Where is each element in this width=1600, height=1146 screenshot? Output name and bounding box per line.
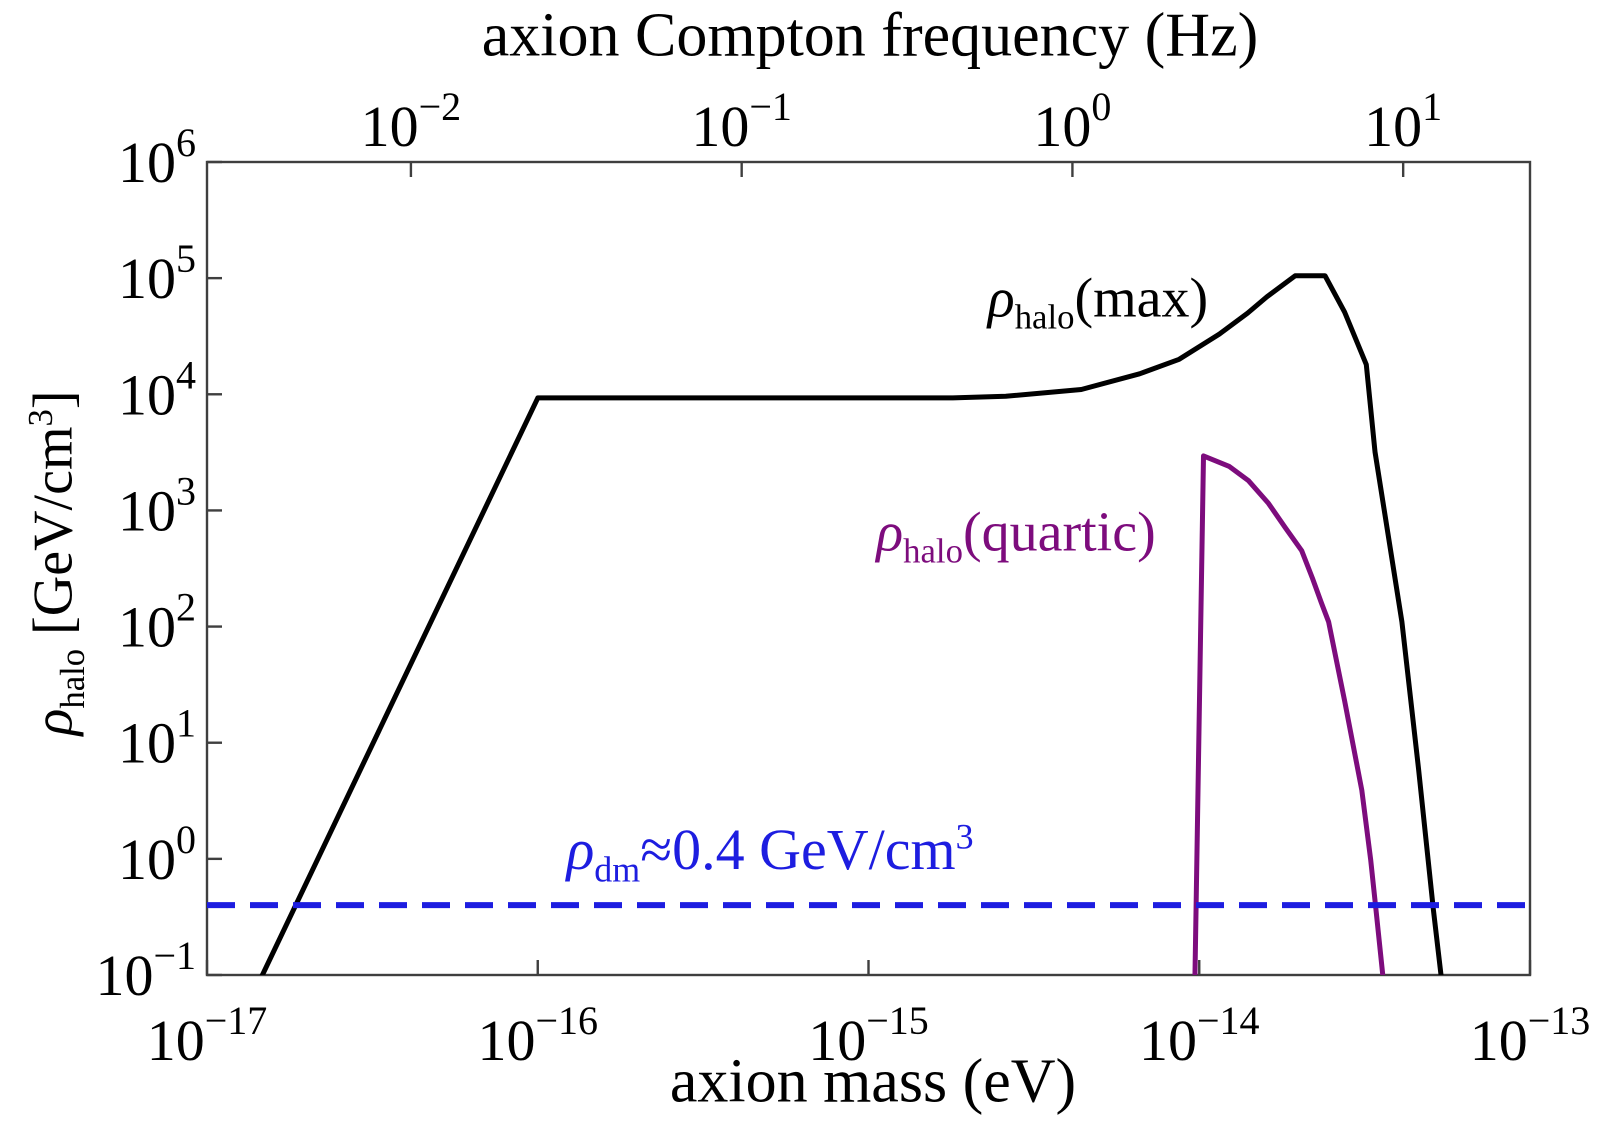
top-tick-label-exp: −1	[749, 84, 792, 129]
y-tick-label-exp: 2	[176, 585, 196, 630]
y-tick-label-base: 10	[118, 130, 176, 195]
y-axis-title-sup: 3	[21, 409, 61, 427]
curve-rho-halo-quartic	[1192, 453, 1386, 975]
top-tick-label-exp: 0	[1091, 84, 1111, 129]
x-tick-label: 10−15	[808, 998, 929, 1073]
label-rest: (quartic)	[962, 501, 1156, 564]
y-tick-label: 100	[118, 817, 196, 892]
y-tick-label: 105	[118, 236, 196, 311]
top-tick-label: 10−1	[691, 84, 792, 159]
y-tick-label: 104	[118, 352, 196, 427]
y-tick-label-exp: −1	[153, 933, 196, 978]
y-tick-label-base: 10	[118, 595, 176, 660]
x-tick-label: 10−14	[1139, 998, 1260, 1073]
x-tick-label: 10−17	[147, 998, 268, 1073]
y-tick-label-exp: 5	[176, 236, 196, 281]
y-tick-label-base: 10	[118, 362, 176, 427]
y-tick-label: 102	[118, 585, 196, 660]
y-axis-title: ρhalo [GeV/cm3]	[21, 390, 93, 735]
x-tick-label-base: 10	[147, 1008, 205, 1073]
y-tick-label-exp: 4	[176, 352, 196, 397]
x-tick-label: 10−13	[1470, 998, 1591, 1073]
label-value: ≈0.4 GeV/cm	[640, 816, 956, 882]
y-tick-label-base: 10	[118, 827, 176, 892]
y-axis-title-bracket: ]	[22, 390, 85, 410]
label-rest: (max)	[1074, 267, 1209, 330]
y-tick-label: 10−1	[95, 933, 196, 1008]
y-tick-label: 106	[118, 120, 196, 195]
x-tick-label-base: 10	[808, 1008, 866, 1073]
top-tick-label-exp: −2	[419, 84, 462, 129]
top-axis-title: axion Compton frequency (Hz)	[481, 1, 1259, 70]
y-tick-label-base: 10	[118, 478, 176, 543]
label-sup: 3	[955, 816, 974, 857]
x-tick-label-exp: −17	[205, 998, 268, 1043]
x-tick-label-base: 10	[1470, 1008, 1528, 1073]
top-tick-label-base: 10	[1364, 94, 1422, 159]
bottom-axis-title: axion mass (eV)	[669, 1047, 1077, 1116]
y-tick-label: 103	[118, 468, 196, 543]
x-tick-label-exp: −16	[535, 998, 598, 1043]
x-tick-label: 10−16	[477, 998, 598, 1073]
x-tick-label-base: 10	[1139, 1008, 1197, 1073]
label-subscript: halo	[1014, 297, 1075, 337]
x-tick-label-exp: −14	[1197, 998, 1260, 1043]
y-tick-label-exp: 3	[176, 468, 196, 513]
top-tick-label-base: 10	[1033, 94, 1091, 159]
top-tick-label: 101	[1364, 84, 1442, 159]
top-tick-label: 10−2	[361, 84, 462, 159]
dm-density-label: ρdm≈0.4 GeV/cm3	[566, 816, 973, 891]
y-tick-label-exp: 1	[176, 701, 196, 746]
series-group	[207, 273, 1530, 975]
y-tick-label: 101	[118, 701, 196, 776]
label-subscript: dm	[594, 849, 641, 890]
y-axis-title-subscript: halo	[52, 648, 92, 709]
y-tick-label-exp: 0	[176, 817, 196, 862]
rho-symbol: ρ	[22, 708, 85, 736]
y-tick-label-exp: 6	[176, 120, 196, 165]
y-tick-label-base: 10	[118, 711, 176, 776]
y-axis-title-units: [GeV/cm	[22, 426, 85, 649]
top-tick-label: 100	[1033, 84, 1111, 159]
rho-symbol: ρ	[987, 267, 1015, 330]
top-tick-label-base: 10	[691, 94, 749, 159]
rho-symbol: ρ	[876, 501, 904, 564]
x-tick-label-exp: −13	[1528, 998, 1591, 1043]
curve-rho-halo-max	[259, 273, 1444, 975]
curve-label-rho-halo-quartic: ρhalo(quartic)	[876, 500, 1155, 571]
top-tick-label-exp: 1	[1422, 84, 1442, 129]
y-tick-label-base: 10	[95, 943, 153, 1008]
y-tick-label-base: 10	[118, 246, 176, 311]
x-tick-label-exp: −15	[866, 998, 929, 1043]
top-tick-label-base: 10	[361, 94, 419, 159]
rho-symbol: ρ	[566, 816, 595, 882]
x-tick-label-base: 10	[477, 1008, 535, 1073]
label-subscript: halo	[903, 531, 963, 571]
curve-label-rho-halo-max: ρhalo(max)	[988, 266, 1208, 337]
